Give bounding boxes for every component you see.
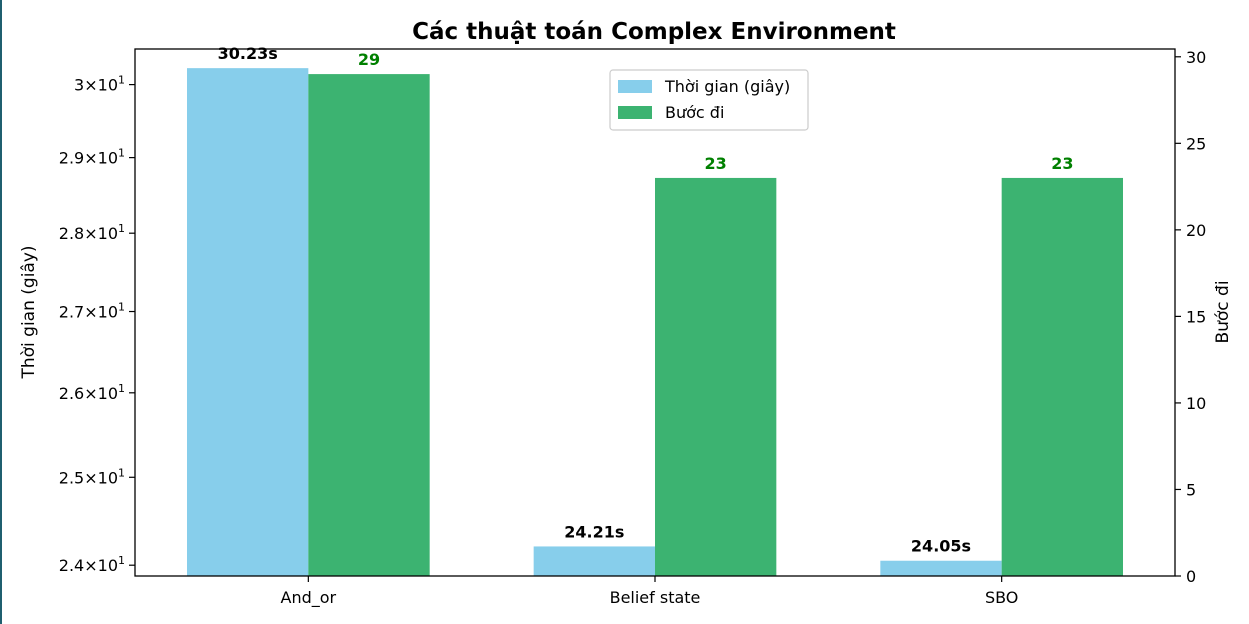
- legend-swatch-1: [618, 106, 652, 119]
- value-label-time-2: 24.05s: [911, 537, 971, 556]
- y-left-tick-label-4: 2.8×101: [59, 222, 125, 243]
- value-label-time-1: 24.21s: [564, 522, 624, 541]
- x-tick-label-1: Belief state: [610, 588, 701, 607]
- y-left-tick-label-0: 2.4×101: [59, 554, 125, 575]
- y-right-tick-label-3: 15: [1186, 307, 1206, 326]
- bar-time-2: [880, 560, 1002, 576]
- bars-group: [187, 68, 1123, 577]
- bar-steps-0: [308, 74, 430, 576]
- x-tick-label-0: And_or: [281, 588, 337, 608]
- y-right-tick-label-1: 5: [1186, 480, 1196, 499]
- y-left-tick-label-1: 2.5×101: [59, 466, 125, 487]
- y-axis-right-label: Bước đi: [1213, 280, 1233, 343]
- value-label-steps-2: 23: [1051, 154, 1073, 173]
- y-right-tick-label-2: 10: [1186, 394, 1206, 413]
- legend-box: [609, 69, 809, 131]
- value-label-steps-1: 23: [705, 154, 727, 173]
- y-left-tick-label-5: 2.9×101: [59, 147, 125, 168]
- y-left-tick-label-2: 2.6×101: [59, 382, 125, 403]
- legend-label-0: Thời gian (giây): [664, 77, 790, 96]
- y-axis-left-label: Thời gian (giây): [19, 245, 39, 379]
- value-label-steps-0: 29: [358, 50, 380, 69]
- bar-time-0: [187, 68, 309, 577]
- bar-steps-1: [655, 177, 777, 576]
- right-axis: 0 5 10 15 20 25 30: [1175, 48, 1206, 586]
- window-edge: [0, 0, 2, 624]
- x-axis: And_or Belief state SBO: [281, 576, 1018, 608]
- legend-swatch-0: [618, 80, 652, 93]
- legend-label-1: Bước đi: [665, 103, 724, 122]
- y-right-tick-label-5: 25: [1186, 134, 1206, 153]
- y-right-tick-label-4: 20: [1186, 221, 1206, 240]
- value-label-time-0: 30.23s: [218, 44, 278, 63]
- plot-frame: [134, 48, 1176, 577]
- y-left-tick-label-6: 3×101: [74, 74, 125, 95]
- y-left-tick-label-3: 2.7×101: [59, 301, 125, 322]
- bar-time-1: [533, 546, 655, 576]
- y-right-tick-label-6: 30: [1186, 48, 1206, 67]
- left-axis: 2.4×101 2.5×101 2.6×101 2.7×101 2.8×101 2.9×1…: [59, 74, 135, 575]
- x-tick-label-2: SBO: [985, 588, 1018, 607]
- chart-title: Các thuật toán Complex Environment: [412, 19, 896, 45]
- bar-steps-2: [1001, 177, 1123, 576]
- legend: Thời gian (giây) Bước đi: [609, 69, 809, 131]
- y-right-tick-label-0: 0: [1186, 567, 1196, 586]
